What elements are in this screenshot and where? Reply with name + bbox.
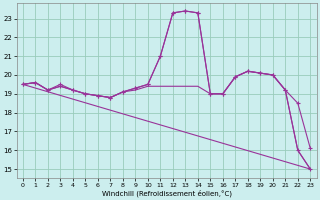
- X-axis label: Windchill (Refroidissement éolien,°C): Windchill (Refroidissement éolien,°C): [101, 189, 232, 197]
